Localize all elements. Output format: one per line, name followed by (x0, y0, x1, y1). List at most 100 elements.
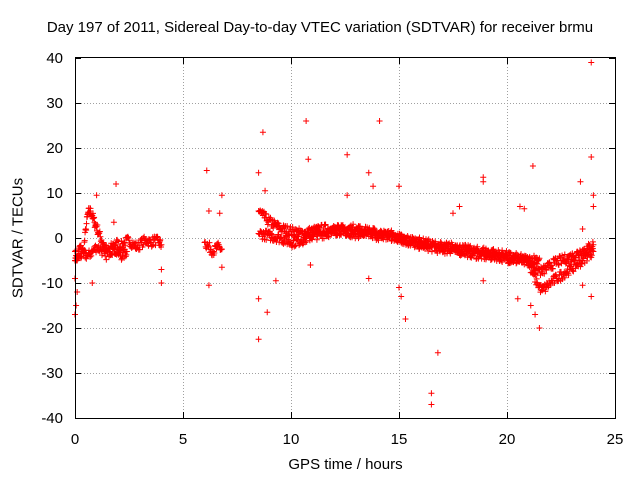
outlier-point (255, 169, 262, 176)
data-point (315, 223, 322, 230)
data-point (435, 244, 442, 251)
outlier-point (264, 309, 271, 316)
data-point (454, 249, 461, 256)
outlier-point (434, 349, 441, 356)
data-point (555, 261, 562, 268)
data-point (474, 243, 481, 250)
y-tick-label: 0 (55, 230, 63, 247)
outlier-point (344, 151, 351, 158)
data-point (81, 237, 88, 244)
data-point (420, 235, 427, 242)
data-point (136, 246, 143, 253)
y-tick-label: 40 (46, 50, 63, 67)
data-point (563, 259, 570, 266)
data-point (103, 256, 110, 263)
data-point (102, 242, 109, 249)
data-point (578, 260, 585, 267)
data-point (587, 251, 594, 258)
data-point (323, 229, 330, 236)
data-point (77, 255, 84, 262)
data-point (467, 242, 474, 249)
outlier-point (396, 183, 402, 190)
outlier-point (428, 390, 435, 397)
data-point (123, 251, 130, 258)
data-point (506, 249, 513, 256)
outlier-point (262, 187, 269, 194)
data-point (116, 248, 123, 255)
outlier-point (110, 219, 117, 226)
data-point (211, 250, 218, 257)
data-point (545, 284, 552, 291)
outlier-point (255, 295, 262, 302)
outlier-point (218, 264, 225, 271)
data-point (131, 240, 138, 247)
data-point (83, 220, 90, 227)
data-point (157, 236, 164, 243)
data-point (115, 238, 122, 245)
data-point (126, 237, 132, 244)
data-point (532, 264, 539, 271)
data-point (121, 239, 128, 246)
data-point (565, 272, 572, 279)
outlier-point (205, 282, 212, 289)
data-point (477, 253, 484, 260)
data-point (96, 229, 103, 236)
data-point (394, 238, 401, 245)
outlier-point (588, 293, 595, 300)
data-point (533, 275, 540, 282)
outlier-point (456, 203, 463, 210)
outlier-point (590, 203, 597, 210)
outlier-point (158, 266, 165, 273)
data-point (102, 253, 109, 259)
x-tick-label: 20 (499, 431, 516, 448)
outlier-point (203, 167, 210, 174)
data-point (87, 205, 94, 212)
data-point (391, 237, 398, 244)
data-point (314, 233, 321, 240)
chart-title: Day 197 of 2011, Sidereal Day-to-day VTE… (46, 19, 594, 36)
data-point (437, 248, 444, 255)
outlier-point (344, 192, 351, 199)
x-tick-label: 0 (71, 431, 79, 448)
outlier-point (579, 282, 586, 289)
data-point (529, 258, 536, 265)
data-point (313, 236, 320, 243)
y-tick-label: -40 (41, 410, 63, 427)
data-point (442, 245, 449, 252)
outlier-point (450, 210, 456, 217)
points-layer (72, 59, 597, 408)
outlier-point (307, 262, 314, 268)
data-point (154, 233, 161, 240)
data-point (303, 238, 310, 245)
data-point (295, 233, 302, 240)
data-point (379, 234, 386, 241)
data-point (548, 262, 555, 269)
data-point (88, 252, 95, 259)
outlier-point (113, 181, 120, 187)
outlier-point (521, 205, 528, 212)
outlier-point (218, 192, 225, 199)
data-point (289, 224, 296, 231)
outlier-point (93, 192, 100, 199)
data-point (541, 270, 548, 277)
outlier-point (89, 280, 96, 286)
data-point (577, 263, 584, 270)
outlier-point (579, 226, 586, 232)
data-point (284, 223, 291, 230)
data-point (325, 233, 332, 240)
data-point (561, 251, 568, 258)
outlier-point (216, 210, 223, 217)
outlier-point (514, 295, 521, 302)
data-point (269, 231, 276, 238)
data-point (583, 257, 590, 264)
outlier-point (398, 293, 405, 300)
data-point (371, 225, 378, 232)
data-point (375, 237, 382, 244)
data-point (110, 242, 117, 249)
outlier-point (396, 284, 402, 291)
outlier-point (527, 302, 534, 309)
data-point (268, 230, 275, 237)
x-axis-label: GPS time / hours (288, 456, 403, 473)
data-point (588, 252, 595, 259)
data-point (549, 265, 556, 272)
